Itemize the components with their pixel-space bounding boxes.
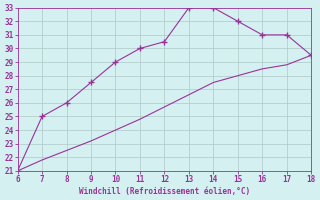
- X-axis label: Windchill (Refroidissement éolien,°C): Windchill (Refroidissement éolien,°C): [79, 187, 250, 196]
